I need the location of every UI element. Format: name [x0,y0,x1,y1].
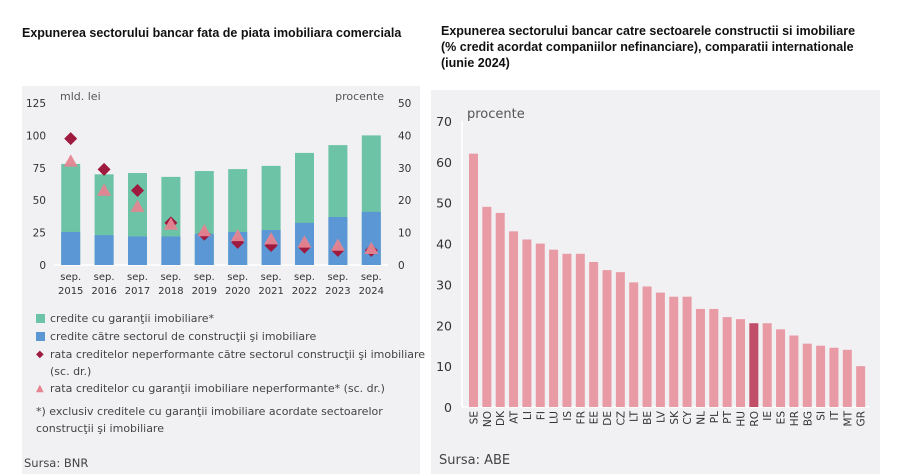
left-chart-title: Expunerea sectorului bancar fata de piat… [22,26,402,40]
legend-label: credite către sectorul de construcţii şi… [50,330,317,343]
right-chart-panel [431,90,880,474]
triangle-icon: ▲ [36,383,44,394]
legend-item-construction-credit: credite către sectorul de construcţii şi… [36,328,426,346]
legend-label: rata creditelor neperformante către sect… [50,348,426,378]
legend-footnote: *) exclusiv creditele cu garanţii imobil… [36,403,426,437]
blue-square-icon [36,332,45,341]
legend-item-npl-collateral: ▲ rata creditelor cu garanţii imobiliare… [36,380,426,397]
left-chart-panel [22,86,420,474]
legend-label: rata creditelor cu garanţii imobiliare n… [50,382,385,395]
right-chart-source: Sursa: ABE [439,453,511,468]
legend-item-real-estate-collateral: credite cu garanţii imobiliare* [36,310,426,328]
left-chart-legend: credite cu garanţii imobiliare* credite … [36,310,426,437]
green-square-icon [36,314,45,323]
legend-item-npl-construction: ◆ rata creditelor neperformante către se… [36,346,426,380]
right-chart-title: Expunerea sectorului bancar catre sectoa… [441,24,856,70]
left-chart-source: Sursa: BNR [24,456,89,470]
footnote-text: *) exclusiv creditele cu garanţii imobil… [36,405,383,435]
legend-label: credite cu garanţii imobiliare* [50,312,215,325]
diamond-icon: ◆ [36,349,44,360]
